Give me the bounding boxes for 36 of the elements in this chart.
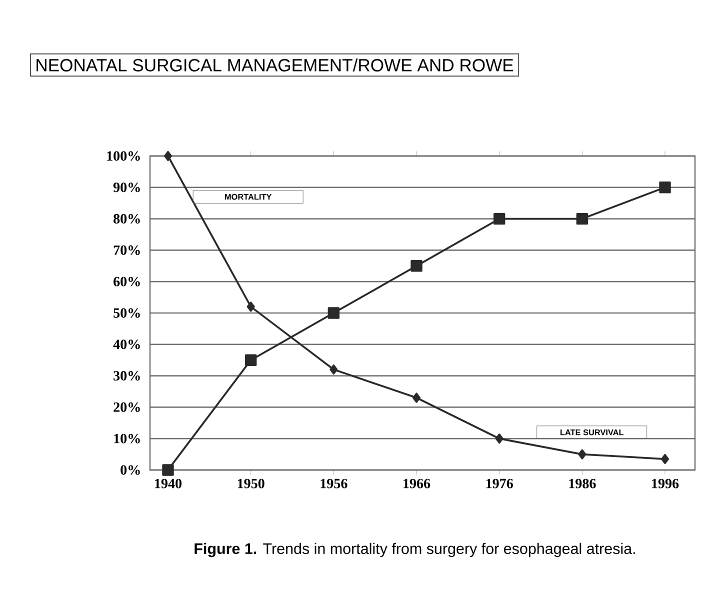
point	[244, 354, 257, 366]
point	[495, 434, 504, 444]
x-tick-label: 1950	[238, 478, 264, 488]
annotation: LATE SURVIVAL	[560, 429, 624, 436]
y-tick-label: 70%	[114, 245, 140, 255]
y-tick-label: 50%	[114, 308, 140, 318]
annotation: MORTALITY	[225, 194, 272, 200]
point	[659, 182, 671, 194]
y-tick-label: 90%	[113, 182, 140, 192]
point	[578, 449, 586, 460]
point	[660, 454, 670, 464]
y-tick-label: 0%	[120, 465, 140, 475]
point	[576, 212, 588, 225]
point	[493, 212, 506, 225]
x-tick-label: 1996	[652, 478, 679, 488]
y-tick-label: 80%	[114, 214, 140, 224]
x-tick-label: 1966	[404, 478, 430, 488]
y-tick-label: 100%	[107, 151, 140, 161]
point	[328, 307, 340, 319]
point	[164, 150, 172, 162]
point	[412, 392, 421, 403]
text: NEONATAL SURGICAL MANAGEMENT/ROWE AND ROWE	[36, 58, 514, 72]
point	[410, 260, 422, 272]
x-tick-label: 1976	[486, 478, 513, 488]
point	[330, 364, 338, 375]
y-tick-label: 30%	[114, 371, 140, 381]
text: Figure 1. Trends in mortality from surgery for esophageal atresia.	[194, 542, 635, 558]
y-tick-label: 10%	[114, 434, 140, 444]
x-tick-label: 1940	[155, 478, 182, 488]
point	[246, 302, 255, 312]
x-tick-label: 1956	[320, 478, 348, 488]
x-tick-label: 1986	[569, 478, 596, 488]
y-tick-label: 40%	[113, 340, 140, 350]
y-tick-label: 20%	[114, 402, 140, 412]
point	[162, 464, 174, 476]
y-tick-label: 60%	[114, 276, 140, 286]
